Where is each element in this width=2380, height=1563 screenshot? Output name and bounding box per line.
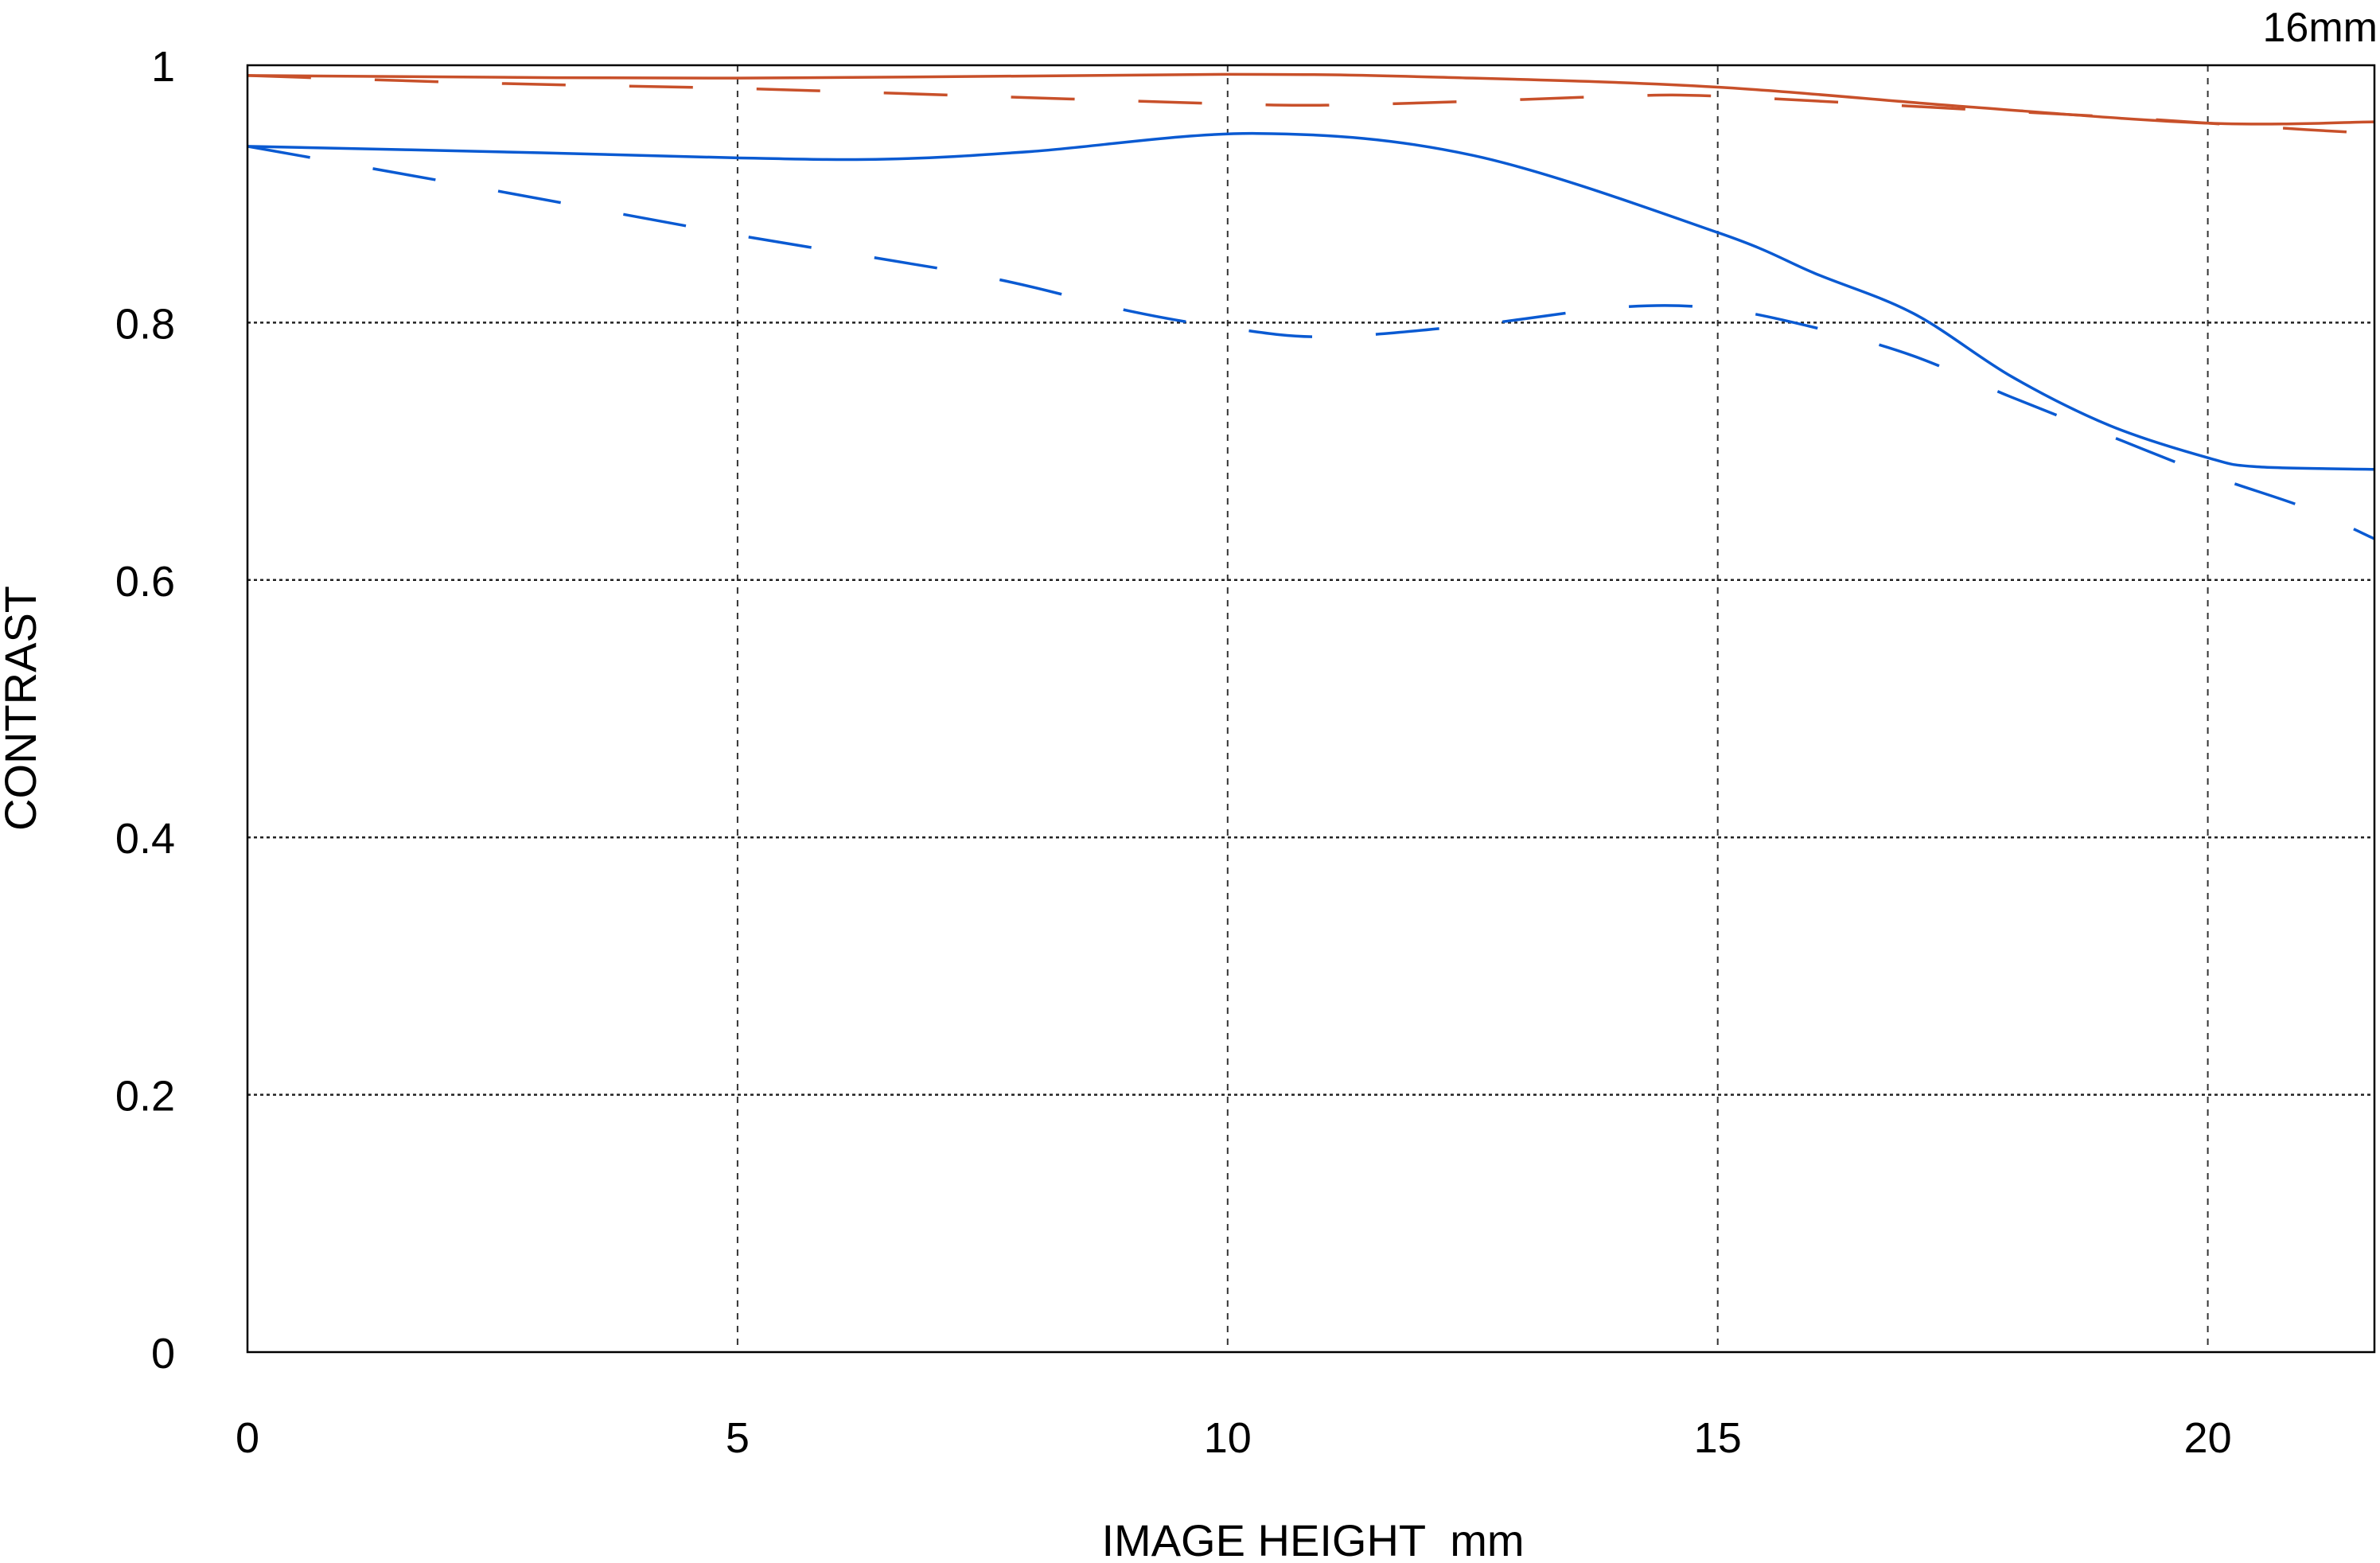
x-tick-label: 10 bbox=[1204, 1414, 1252, 1462]
y-tick-labels: 0 0.2 0.4 0.6 0.8 1 bbox=[115, 43, 175, 1378]
y-axis-label: CONTRAST bbox=[0, 586, 45, 831]
series-group bbox=[247, 72, 2375, 540]
y-tick-label: 0.4 bbox=[115, 815, 175, 863]
y-tick-label: 0.8 bbox=[115, 300, 175, 348]
y-tick-label: 0.6 bbox=[115, 558, 175, 606]
x-tick-labels: 0 5 10 15 20 bbox=[236, 1414, 2232, 1462]
series-line-1-dashed bbox=[247, 74, 2375, 135]
x-tick-label: 5 bbox=[726, 1414, 750, 1462]
plot-frame bbox=[246, 64, 2376, 1354]
y-tick-label: 0 bbox=[151, 1330, 175, 1378]
y-tick-label: 1 bbox=[151, 43, 175, 91]
series-line-0-solid bbox=[247, 72, 2375, 126]
x-tick-label: 20 bbox=[2184, 1414, 2232, 1462]
x-axis-label: IMAGE HEIGHT mm bbox=[1102, 1515, 1525, 1563]
series-line-3-dashed bbox=[247, 145, 2375, 540]
grid bbox=[247, 65, 2374, 1352]
series-line-2-solid bbox=[247, 131, 2375, 471]
x-tick-label: 15 bbox=[1694, 1414, 1742, 1462]
chart-title: 16mm bbox=[2263, 5, 2378, 51]
x-tick-label: 0 bbox=[236, 1414, 259, 1462]
y-tick-label: 0.2 bbox=[115, 1073, 175, 1121]
